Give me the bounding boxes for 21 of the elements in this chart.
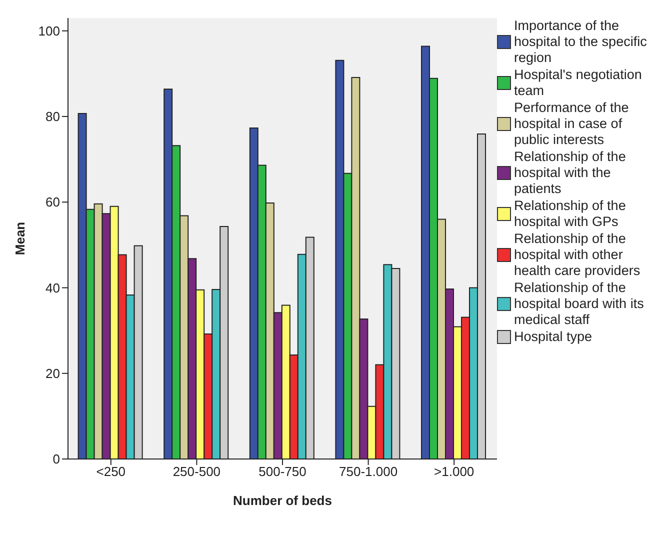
y-tick-label: 40 xyxy=(46,280,60,296)
legend-label: Performance of the hospital in case of public interests xyxy=(514,100,630,148)
y-tick-label: 0 xyxy=(52,452,60,467)
legend-label: Hospital type xyxy=(514,329,592,345)
legend-label: Relationship of the hospital with GPs xyxy=(514,198,627,230)
x-tick-label: 500-750 xyxy=(258,464,306,480)
legend-label: Relationship of the hospital with the patients xyxy=(514,149,627,197)
x-tick-label: <250 xyxy=(96,464,126,480)
legend-label: Relationship of the hospital board with its medical staff xyxy=(514,280,645,328)
legend-label: Relationship of the hospital with other health care providers xyxy=(514,231,642,279)
legend-label: Importance of the hospital to the specific region xyxy=(514,18,648,66)
y-tick-label: 60 xyxy=(46,194,60,210)
x-axis-title: Number of beds xyxy=(233,493,332,508)
x-tick-label: 750-1.000 xyxy=(339,464,398,480)
y-tick-label: 20 xyxy=(46,366,60,381)
x-tick-label: >1.000 xyxy=(434,464,474,480)
y-axis-title: Mean xyxy=(12,222,28,256)
x-tick-label: 250-500 xyxy=(172,464,221,480)
legend-label: Hospital's negotiation team xyxy=(514,67,643,99)
y-tick-label: 80 xyxy=(46,109,60,124)
y-tick-label: 100 xyxy=(38,23,60,38)
